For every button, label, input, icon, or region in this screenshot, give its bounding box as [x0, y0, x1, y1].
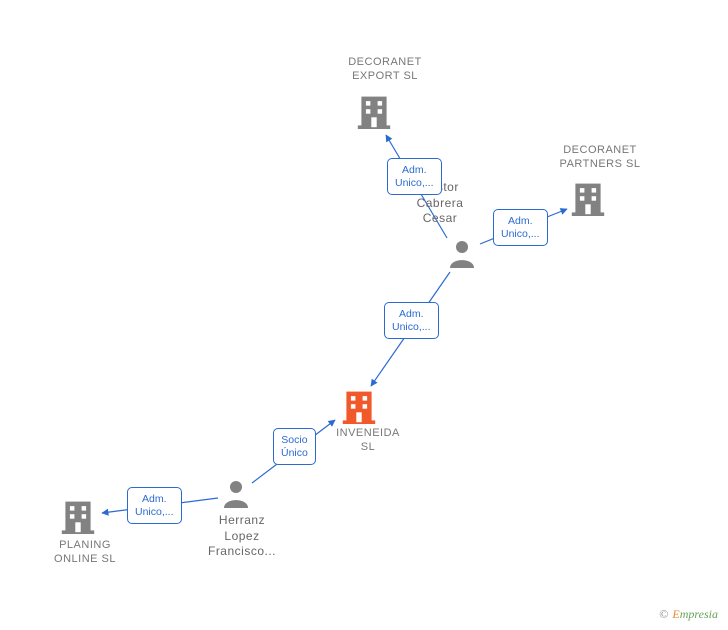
building-icon: [60, 498, 96, 539]
building-icon: [570, 180, 606, 221]
node-label-planing_online: PLANINGONLINE SL: [35, 538, 135, 567]
copyright: © Empresia: [659, 607, 718, 622]
brand-first-letter: E: [672, 607, 679, 621]
person-icon: [447, 238, 477, 273]
brand-rest: mpresia: [680, 607, 718, 621]
node-label-inveneida: INVENEIDASL: [323, 426, 413, 455]
node-label-herranz: HerranzLopezFrancisco...: [197, 513, 287, 560]
person-icon: [221, 478, 251, 513]
edge-label-pastor_to_partners: Adm.Unico,...: [493, 209, 548, 246]
edge-label-herranz_to_planing: Adm.Unico,...: [127, 487, 182, 524]
node-label-decoranet_partners: DECORANETPARTNERS SL: [540, 143, 660, 172]
edge-label-pastor_to_inveneida: Adm.Unico,...: [384, 302, 439, 339]
edge-label-herranz_to_inveneida: SocioÚnico: [273, 428, 316, 465]
node-label-decoranet_export: DECORANETEXPORT SL: [330, 55, 440, 84]
building-icon: [356, 93, 392, 134]
copyright-symbol: ©: [659, 607, 668, 621]
building-icon: [341, 388, 377, 429]
edge-label-pastor_to_export: Adm.Unico,...: [387, 158, 442, 195]
